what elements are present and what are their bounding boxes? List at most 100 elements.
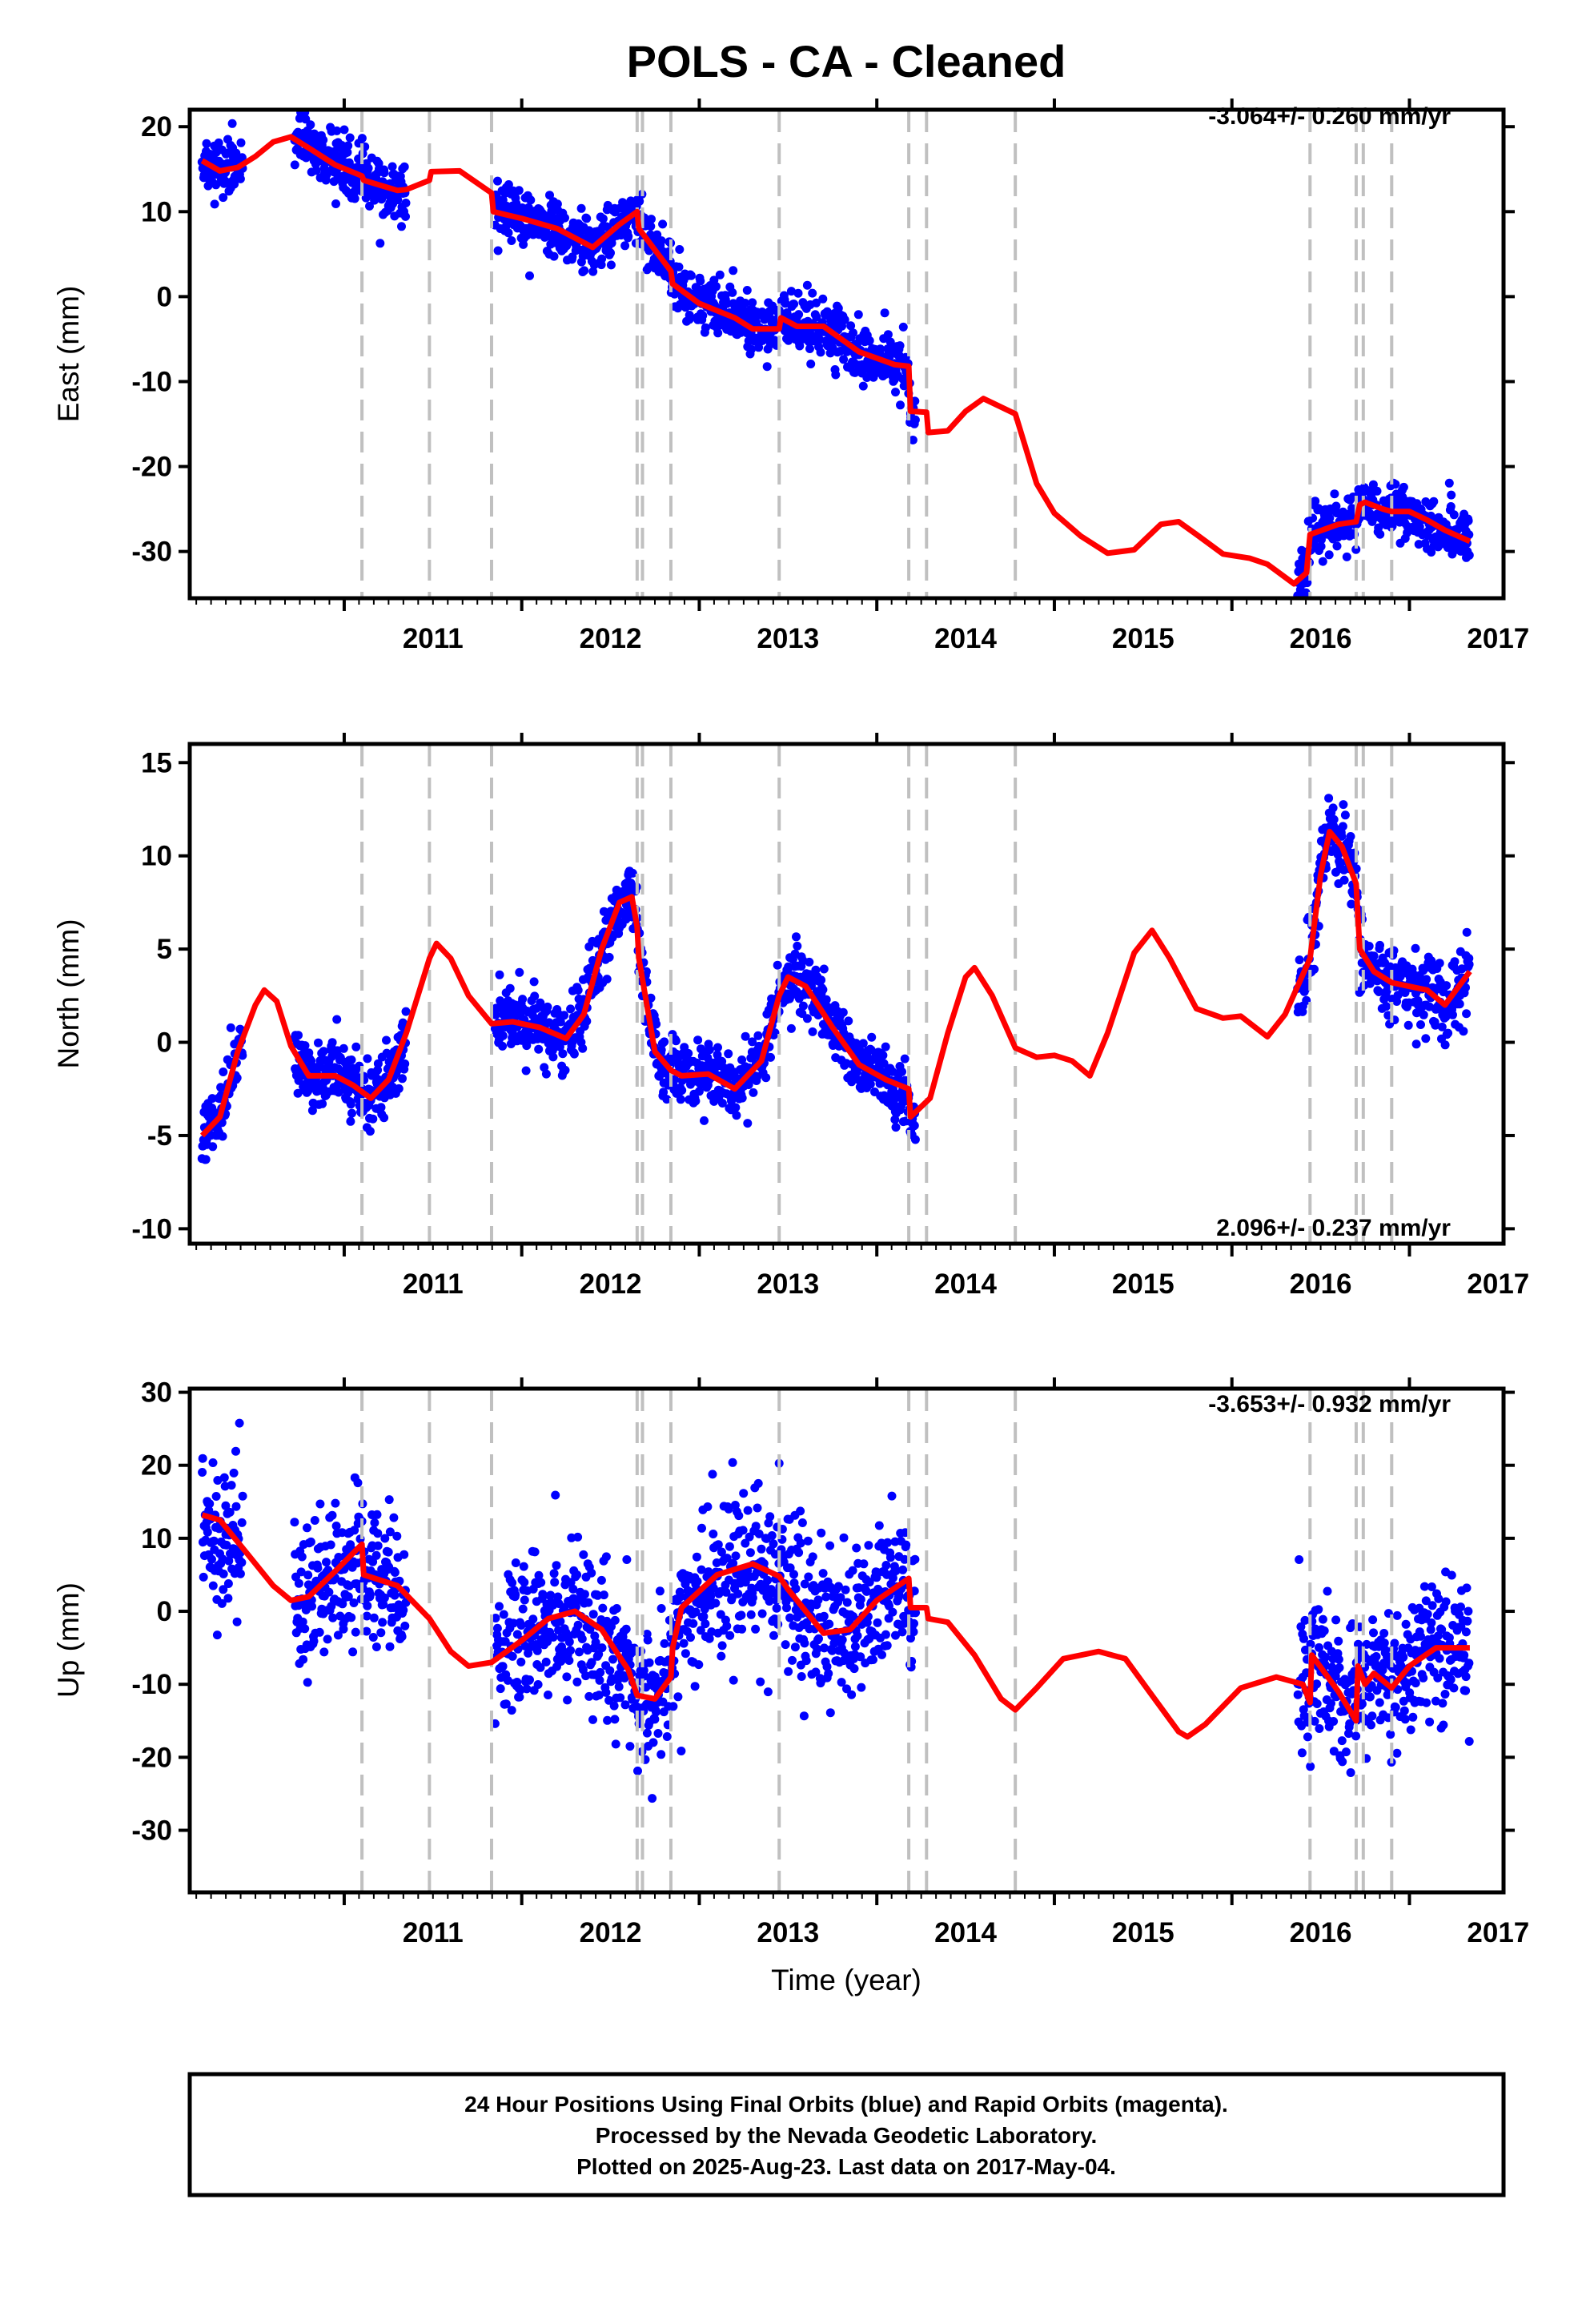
data-point bbox=[888, 1607, 897, 1617]
data-point bbox=[841, 1585, 850, 1594]
data-point bbox=[722, 1554, 732, 1563]
data-point bbox=[373, 1541, 383, 1550]
data-point bbox=[818, 1569, 828, 1578]
data-point bbox=[865, 1080, 875, 1089]
data-point bbox=[1427, 1601, 1437, 1610]
data-point bbox=[1431, 1696, 1440, 1706]
data-point bbox=[743, 1506, 753, 1515]
data-point bbox=[881, 1630, 890, 1639]
data-point bbox=[1403, 1020, 1413, 1030]
data-point bbox=[577, 1634, 587, 1643]
x-tick-label: 2011 bbox=[403, 623, 464, 654]
data-point bbox=[705, 1634, 714, 1643]
data-point bbox=[541, 1657, 551, 1667]
data-point bbox=[1443, 1028, 1453, 1038]
y-tick-label: 30 bbox=[141, 1377, 172, 1409]
data-point bbox=[620, 241, 630, 251]
y-tick-label: 5 bbox=[157, 934, 172, 965]
x-tick-label: 2016 bbox=[1290, 623, 1352, 654]
data-point bbox=[563, 1695, 572, 1705]
data-point bbox=[622, 1555, 632, 1564]
data-point bbox=[748, 1037, 757, 1047]
data-point bbox=[1439, 1720, 1448, 1730]
data-point bbox=[1324, 550, 1334, 560]
data-point bbox=[1375, 940, 1384, 950]
data-point bbox=[1421, 1596, 1431, 1606]
data-point bbox=[294, 1031, 303, 1040]
data-point bbox=[1378, 1665, 1387, 1675]
data-point bbox=[1328, 803, 1338, 813]
data-point bbox=[745, 1532, 754, 1542]
data-point bbox=[814, 1634, 823, 1643]
data-point bbox=[601, 1687, 611, 1697]
data-point bbox=[1419, 1673, 1428, 1683]
data-point bbox=[722, 1622, 732, 1630]
data-point bbox=[709, 1530, 718, 1538]
data-point bbox=[401, 211, 410, 221]
data-point bbox=[515, 1692, 524, 1702]
data-point bbox=[620, 1700, 630, 1710]
data-point bbox=[900, 1054, 909, 1063]
data-point bbox=[773, 960, 782, 970]
data-point bbox=[328, 1613, 338, 1622]
data-point bbox=[734, 1511, 744, 1521]
data-point bbox=[207, 1554, 216, 1564]
data-point bbox=[846, 321, 856, 331]
data-point bbox=[686, 271, 696, 280]
data-point bbox=[790, 1642, 800, 1652]
data-point bbox=[1321, 1652, 1331, 1662]
data-point bbox=[223, 1579, 233, 1588]
data-point bbox=[572, 1570, 582, 1579]
data-point bbox=[1449, 1683, 1459, 1693]
data-point bbox=[525, 271, 534, 280]
data-point bbox=[897, 1627, 907, 1637]
data-point bbox=[891, 1566, 901, 1575]
data-point bbox=[1411, 943, 1420, 953]
data-point bbox=[504, 228, 513, 238]
data-point bbox=[1412, 1008, 1421, 1018]
data-point bbox=[603, 200, 612, 210]
data-point bbox=[1411, 1679, 1420, 1688]
data-point bbox=[853, 1631, 862, 1641]
data-point bbox=[815, 335, 825, 344]
data-point bbox=[1312, 1699, 1322, 1708]
data-point bbox=[880, 308, 889, 318]
data-point bbox=[1335, 1663, 1344, 1672]
data-point bbox=[901, 1540, 911, 1550]
data-point bbox=[512, 1630, 522, 1639]
data-point bbox=[898, 322, 908, 332]
data-point bbox=[582, 1016, 592, 1026]
data-point bbox=[1455, 999, 1464, 1009]
data-point bbox=[208, 1458, 218, 1467]
data-point bbox=[534, 1570, 544, 1580]
data-point bbox=[1318, 1614, 1327, 1624]
data-point bbox=[495, 1602, 504, 1611]
data-point bbox=[525, 1675, 534, 1685]
data-point bbox=[1306, 1639, 1315, 1649]
data-point bbox=[1421, 1034, 1431, 1043]
data-point bbox=[516, 1657, 526, 1667]
data-point bbox=[300, 1624, 310, 1634]
data-point bbox=[1354, 1639, 1363, 1649]
data-point bbox=[900, 1554, 909, 1564]
y-tick-label: 0 bbox=[157, 1027, 172, 1059]
data-point bbox=[878, 1051, 888, 1060]
data-point bbox=[881, 1561, 891, 1570]
data-point bbox=[347, 1055, 356, 1064]
data-point bbox=[732, 1111, 741, 1120]
data-point bbox=[761, 1073, 771, 1083]
data-point bbox=[219, 1068, 228, 1076]
data-point bbox=[856, 1594, 865, 1604]
data-point bbox=[738, 1526, 748, 1535]
data-point bbox=[662, 1095, 672, 1104]
data-point bbox=[333, 1630, 343, 1640]
data-point bbox=[1392, 1748, 1402, 1758]
data-point bbox=[588, 1715, 597, 1724]
data-point bbox=[383, 1547, 393, 1557]
data-point bbox=[1392, 1610, 1402, 1620]
data-point bbox=[1329, 814, 1339, 824]
data-point bbox=[1334, 1655, 1343, 1664]
